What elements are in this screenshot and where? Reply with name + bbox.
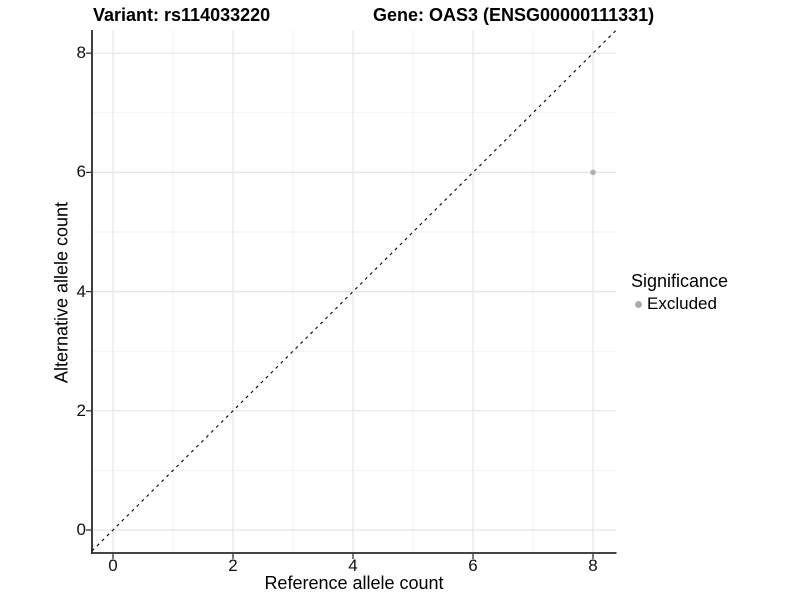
x-tick-label: 4 <box>348 556 358 575</box>
y-tick-label: 2 <box>76 400 86 420</box>
y-tick-label: 4 <box>76 281 86 301</box>
data-point-excluded <box>590 169 596 176</box>
x-axis-title: Reference allele count <box>264 573 444 593</box>
legend-key <box>631 300 645 308</box>
legend-item-excluded: Excluded <box>631 294 728 314</box>
y-tick-label: 8 <box>76 43 86 63</box>
plot-title-gene: Gene: OAS3 (ENSG00000111331) <box>373 5 655 25</box>
y-axis-title: Alternative allele count <box>51 201 72 384</box>
y-tick-label: 6 <box>76 162 86 182</box>
x-tick-label: 0 <box>108 556 118 575</box>
legend: Significance Excluded <box>631 271 728 314</box>
legend-title: Significance <box>631 271 729 291</box>
x-tick-label: 2 <box>228 556 238 575</box>
x-tick-label: 8 <box>588 556 598 575</box>
legend-item-label: Excluded <box>647 294 717 313</box>
x-tick-label: 6 <box>468 556 478 575</box>
legend-point-icon <box>634 300 642 308</box>
plot-title-variant: Variant: rs114033220 <box>93 5 271 25</box>
identity-line <box>91 29 617 552</box>
y-tick-label: 0 <box>76 520 86 539</box>
